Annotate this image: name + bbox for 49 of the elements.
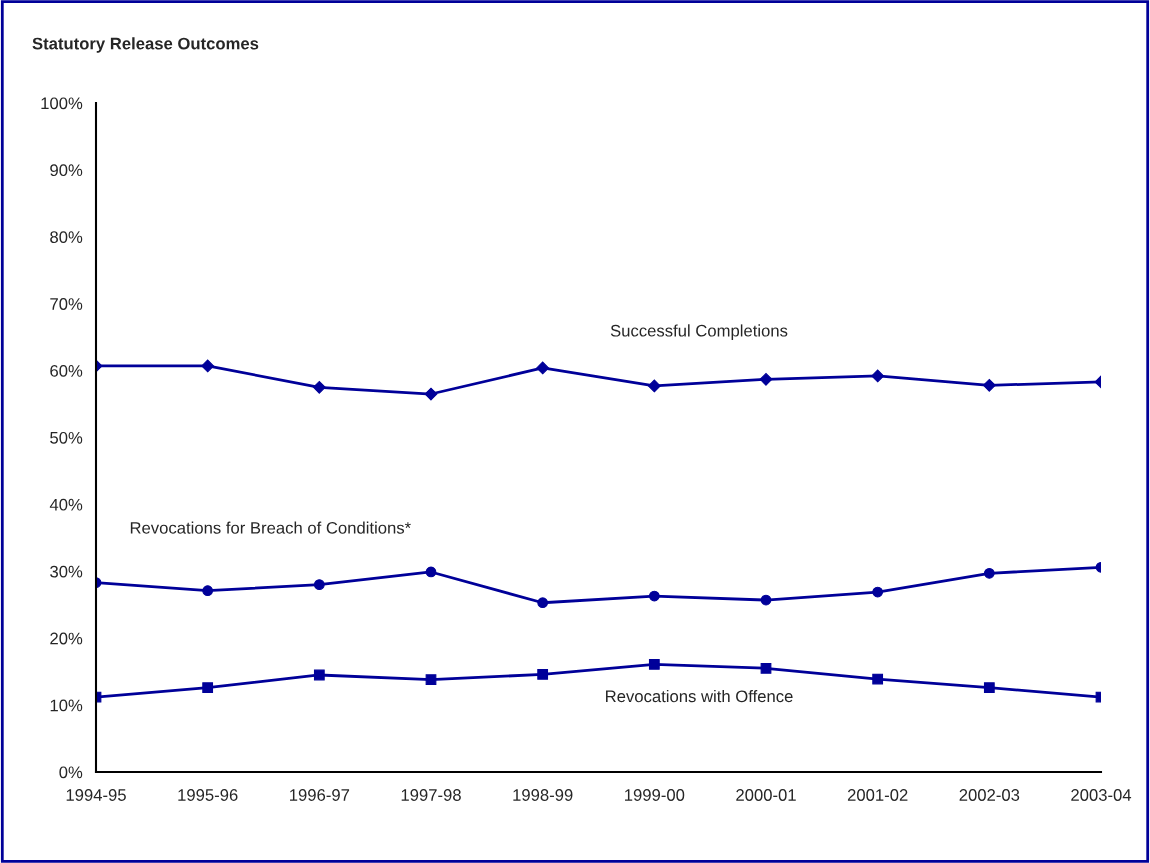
y-tick-label: 80%	[50, 231, 83, 243]
y-tick-label: 60%	[50, 365, 83, 377]
x-tick-label: 1995-96	[178, 789, 238, 801]
x-tick-label: 1997-98	[401, 789, 461, 801]
point	[647, 379, 661, 393]
point	[872, 586, 884, 598]
point	[202, 682, 214, 694]
point	[983, 682, 995, 694]
x-tick-label: 1994-95	[66, 789, 126, 801]
point	[871, 369, 885, 383]
y-tick-label: 40%	[49, 498, 83, 511]
x-tick-label: 1998-99	[513, 789, 573, 801]
point	[201, 359, 215, 373]
point	[202, 585, 214, 597]
text: Successful Completions	[610, 324, 788, 340]
y-tick-label: 30%	[50, 565, 83, 578]
point	[425, 674, 437, 686]
x-tick-label: 2001-02	[847, 789, 908, 801]
point	[759, 372, 773, 386]
y-tick-label: 0%	[59, 766, 83, 779]
point	[537, 597, 549, 609]
point	[313, 579, 325, 591]
x-tick-label: 1999-00	[625, 789, 685, 801]
chart-title: Statutory Release Outcomes	[32, 37, 259, 53]
point	[312, 380, 326, 394]
x-tick-label: 2003-04	[1071, 789, 1132, 801]
x-tick-label: 2002-03	[959, 789, 1020, 801]
x-tick-label: 2000-01	[736, 789, 796, 801]
point	[648, 658, 660, 670]
point	[872, 673, 884, 685]
point	[313, 669, 325, 681]
y-tick-label: 10%	[50, 699, 83, 712]
point	[983, 567, 995, 579]
point	[760, 662, 772, 674]
x-tick-label: 1996-97	[290, 789, 350, 801]
y-tick-label: 20%	[50, 632, 83, 645]
y-tick-label: 70%	[50, 298, 83, 310]
point	[425, 566, 437, 578]
point	[424, 387, 438, 401]
point	[536, 361, 550, 375]
y-tick-label: 100%	[41, 97, 83, 110]
y-tick-label: 50%	[50, 431, 83, 444]
series-label: Revocations with Offence	[606, 689, 793, 703]
point	[648, 590, 660, 602]
y-tick-label: 90%	[50, 164, 83, 177]
point	[537, 668, 549, 680]
point	[982, 378, 996, 392]
text: Revocations for Breach of Conditions*	[130, 521, 411, 534]
point	[760, 594, 772, 606]
